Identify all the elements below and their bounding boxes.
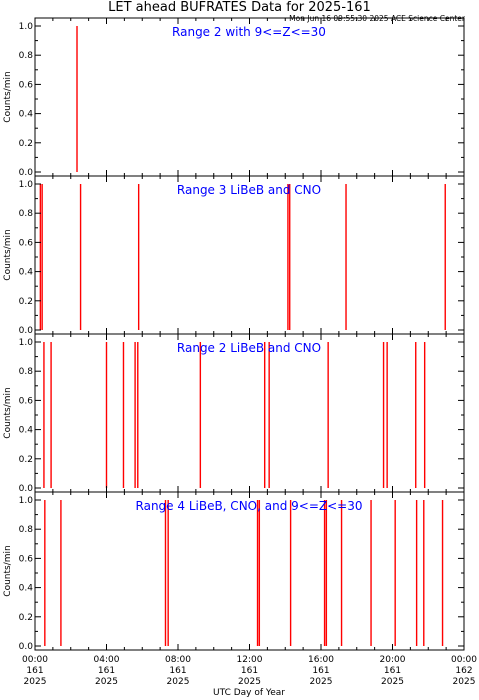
panel-title: Range 3 LiBeB and CNO <box>177 183 321 197</box>
x-tick-label-doy: 161 <box>98 666 115 676</box>
x-tick-label-year: 2025 <box>453 677 476 687</box>
panel-title: Range 2 LiBeB and CNO <box>177 341 321 355</box>
x-tick-label-doy: 162 <box>455 666 472 676</box>
y-tick-label: 0.4 <box>19 110 34 120</box>
y-axis-label: Counts/min <box>3 229 13 280</box>
y-tick-label: 0.2 <box>19 297 33 307</box>
y-tick-label: 0.8 <box>19 51 34 61</box>
x-tick-label: 12:00 <box>237 655 263 665</box>
x-tick-label-doy: 161 <box>312 666 329 676</box>
x-tick-label-year: 2025 <box>238 677 261 687</box>
y-axis-label: Counts/min <box>3 545 13 596</box>
x-axis-label: UTC Day of Year <box>213 688 285 698</box>
x-tick-label-year: 2025 <box>381 677 404 687</box>
y-tick-label: 1.0 <box>19 180 34 190</box>
y-tick-label: 1.0 <box>19 22 34 32</box>
x-tick-label-year: 2025 <box>24 677 47 687</box>
y-tick-label: 0.8 <box>19 209 34 219</box>
y-axis-label: Counts/min <box>3 71 13 122</box>
y-tick-label: 0.6 <box>19 80 34 90</box>
y-tick-label: 1.0 <box>19 338 34 348</box>
y-tick-label: 0.4 <box>19 268 34 278</box>
y-tick-label: 0.8 <box>19 525 34 535</box>
y-tick-label: 0.0 <box>19 642 34 652</box>
x-tick-label-doy: 161 <box>384 666 401 676</box>
x-tick-label-year: 2025 <box>310 677 333 687</box>
x-tick-label: 00:00 <box>451 655 477 665</box>
panel-frame <box>34 17 465 177</box>
x-tick-label: 08:00 <box>165 655 191 665</box>
y-tick-label: 0.0 <box>19 326 34 336</box>
x-tick-label-year: 2025 <box>95 677 118 687</box>
y-tick-label: 0.4 <box>19 584 34 594</box>
panel-frame <box>34 491 465 651</box>
x-tick-label: 04:00 <box>94 655 120 665</box>
panel-title: Range 4 LiBeB, CNO, and 9<=Z<=30 <box>136 499 363 513</box>
y-tick-label: 0.2 <box>19 139 33 149</box>
panel-title: Range 2 with 9<=Z<=30 <box>172 25 326 39</box>
x-tick-label: 16:00 <box>308 655 334 665</box>
y-tick-label: 0.0 <box>19 168 34 178</box>
y-tick-label: 0.6 <box>19 396 34 406</box>
y-tick-label: 1.0 <box>19 496 34 506</box>
y-tick-label: 0.2 <box>19 613 33 623</box>
x-tick-label-doy: 161 <box>169 666 186 676</box>
y-tick-label: 0.4 <box>19 426 34 436</box>
y-tick-label: 0.6 <box>19 554 34 564</box>
y-tick-label: 0.2 <box>19 455 33 465</box>
x-tick-label: 00:00 <box>22 655 48 665</box>
y-tick-label: 0.0 <box>19 484 34 494</box>
x-tick-label: 20:00 <box>380 655 406 665</box>
y-tick-label: 0.6 <box>19 238 34 248</box>
panel-frame <box>34 333 465 493</box>
y-axis-label: Counts/min <box>3 387 13 438</box>
chart-title: LET ahead BUFRATES Data for 2025-161 <box>108 0 371 15</box>
x-tick-label-doy: 161 <box>26 666 43 676</box>
x-tick-label-year: 2025 <box>167 677 190 687</box>
y-tick-label: 0.8 <box>19 367 34 377</box>
panel-frame <box>34 175 465 335</box>
x-tick-label-doy: 161 <box>241 666 258 676</box>
